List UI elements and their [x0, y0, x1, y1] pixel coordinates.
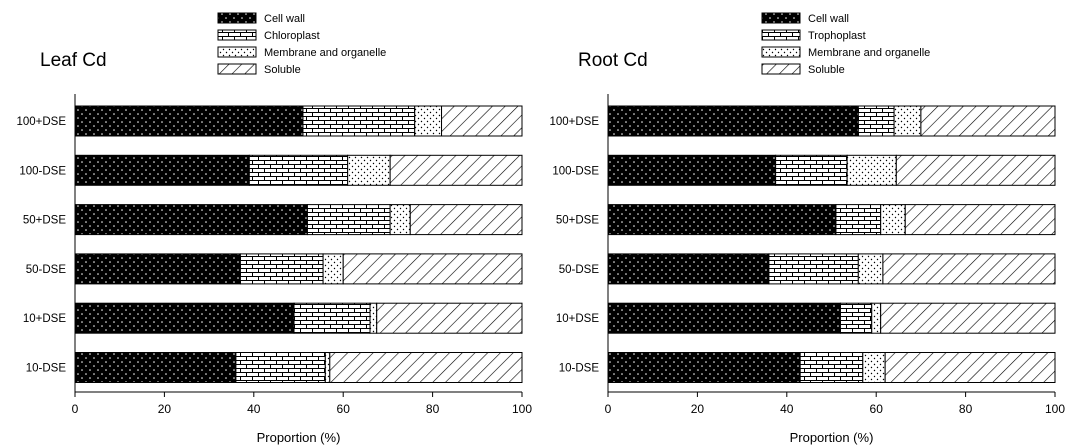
x-tick-label: 40 [247, 402, 261, 416]
x-tick-label: 0 [605, 402, 612, 416]
bar-segment [324, 352, 331, 383]
bar-segment [74, 154, 250, 186]
category-label: 10-DSE [559, 363, 600, 375]
bar-segment [871, 302, 882, 334]
legend-swatch [217, 46, 257, 58]
bar-segment [884, 352, 1056, 383]
chart-title: Root Cd [578, 50, 648, 71]
bar-segment [857, 105, 895, 137]
bar-segment [607, 352, 801, 383]
bar-segment [293, 302, 371, 334]
bar-segment [904, 204, 1056, 236]
bar-segment [857, 253, 884, 285]
x-tick-label: 20 [691, 402, 705, 416]
legend-label: Soluble [264, 64, 301, 76]
legend-label: Chloroplast [264, 30, 320, 42]
x-tick-label: 0 [72, 402, 79, 416]
bar-segment [895, 154, 1056, 186]
category-label: 50+DSE [23, 215, 66, 227]
bar-segment [414, 105, 443, 137]
bar-segment [74, 352, 237, 383]
bar-segment [369, 302, 378, 334]
chart-title: Leaf Cd [40, 50, 107, 71]
legend-swatch [761, 63, 801, 75]
bar-segment [607, 253, 770, 285]
bar-segment [607, 154, 777, 186]
legend-swatch [217, 63, 257, 75]
bar-segment [409, 204, 523, 236]
legend-label: Membrane and organelle [808, 47, 930, 59]
legend-label: Cell wall [264, 13, 305, 25]
legend-swatch [217, 12, 257, 24]
x-tick-label: 80 [959, 402, 973, 416]
bar-segment [389, 154, 523, 186]
bar-segment [322, 253, 344, 285]
chart-panel-2: Root Cd Cell wall Trophoplast Membrane and … [549, 12, 1065, 445]
bar-segment [607, 105, 859, 137]
bar-segment [799, 352, 864, 383]
x-tick-label: 100 [512, 402, 532, 416]
x-tick-label: 60 [337, 402, 351, 416]
bar-segment [342, 253, 523, 285]
bar-segment [862, 352, 886, 383]
x-axis-label: Proportion (%) [257, 430, 341, 445]
bar-segment [302, 105, 416, 137]
category-label: 10+DSE [23, 313, 66, 325]
bar-segment [329, 352, 523, 383]
bar-segment [835, 204, 882, 236]
chart-panel-1: Leaf Cd Cell wall Chloroplast Membrane and … [16, 12, 532, 445]
bar-segment [347, 154, 391, 186]
category-label: 10+DSE [556, 313, 599, 325]
category-label: 100+DSE [549, 116, 599, 128]
bar-segment [607, 302, 841, 334]
x-tick-label: 20 [158, 402, 172, 416]
legend-label: Trophoplast [808, 30, 866, 42]
legend-label: Soluble [808, 64, 845, 76]
category-label: 50-DSE [559, 264, 600, 276]
bar-segment [882, 253, 1056, 285]
category-label: 100-DSE [552, 165, 599, 177]
bar-segment [306, 204, 391, 236]
bar-segment [74, 204, 308, 236]
x-axis-label: Proportion (%) [790, 430, 874, 445]
bar-segment [846, 154, 897, 186]
bar-segment [607, 204, 837, 236]
legend-label: Cell wall [808, 13, 849, 25]
category-label: 50+DSE [556, 215, 599, 227]
legend-label: Membrane and organelle [264, 47, 386, 59]
bar-segment [880, 302, 1056, 334]
bar-segment [880, 204, 906, 236]
bar-segment [74, 253, 241, 285]
bar-segment [239, 253, 324, 285]
bar-segment [235, 352, 326, 383]
legend-swatch [217, 29, 257, 41]
bar-segment [768, 253, 859, 285]
bar-segment [441, 105, 523, 137]
category-label: 100+DSE [16, 116, 66, 128]
bar-segment [775, 154, 848, 186]
bar-segment [920, 105, 1056, 137]
category-label: 100-DSE [19, 165, 66, 177]
bar-segment [893, 105, 922, 137]
legend-swatch [761, 46, 801, 58]
x-tick-label: 40 [780, 402, 794, 416]
legend-swatch [761, 29, 801, 41]
bar-segment [248, 154, 349, 186]
x-tick-label: 100 [1045, 402, 1065, 416]
bar-segment [376, 302, 523, 334]
x-tick-label: 60 [870, 402, 884, 416]
bar-segment [389, 204, 411, 236]
bar-segment [74, 105, 304, 137]
category-label: 10-DSE [26, 363, 67, 375]
bar-segment [839, 302, 873, 334]
category-label: 50-DSE [26, 264, 67, 276]
bar-segment [74, 302, 295, 334]
legend-swatch [761, 12, 801, 24]
x-tick-label: 80 [426, 402, 440, 416]
